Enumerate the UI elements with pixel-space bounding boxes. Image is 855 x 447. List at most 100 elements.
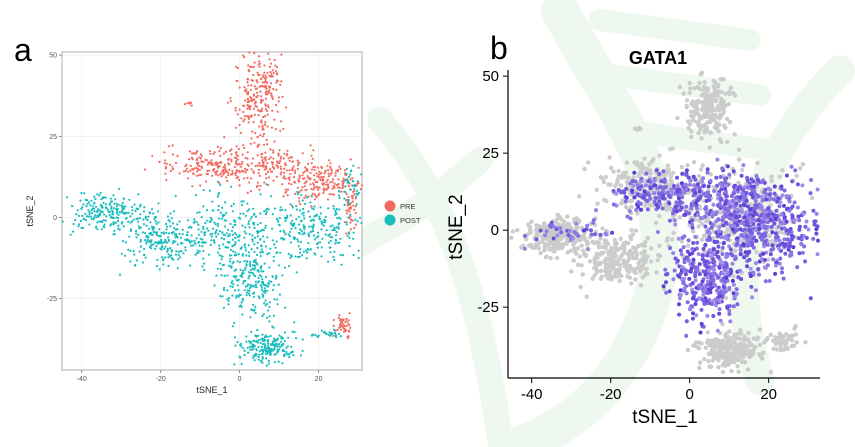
chart-a-point-pre — [264, 151, 267, 154]
chart-a-point-post — [277, 220, 280, 223]
chart-b-point-low — [709, 116, 715, 121]
chart-a-x-tick-label: -40 — [77, 376, 87, 383]
chart-b-point-high — [683, 182, 688, 187]
chart-a-point-pre — [314, 165, 317, 168]
chart-a-point-pre — [315, 196, 318, 199]
chart-a-point-pre — [211, 174, 214, 177]
chart-b-point-high — [789, 164, 794, 169]
chart-a-point-post — [179, 242, 183, 245]
chart-a-point-post — [148, 240, 151, 243]
chart-a-point-pre — [296, 164, 300, 167]
chart-a-point-pre — [328, 193, 331, 196]
chart-b-point-low — [684, 98, 690, 103]
chart-a-point-post — [201, 265, 204, 268]
chart-a-point-post — [317, 235, 320, 238]
chart-b-point-high — [725, 164, 730, 169]
chart-a-point-post — [235, 253, 238, 257]
chart-b-point-low — [781, 341, 787, 346]
chart-b-point-high — [685, 300, 690, 305]
chart-a-point-post — [284, 219, 287, 223]
chart-a-point-post — [80, 226, 83, 229]
chart-b-point-low — [629, 281, 634, 286]
chart-b-point-high — [762, 190, 767, 194]
chart-a-point-post — [275, 217, 278, 221]
chart-b-point-high — [763, 194, 768, 199]
chart-b-point-high — [635, 183, 640, 188]
chart-a-point-pre — [329, 173, 332, 176]
chart-b-point-low — [592, 261, 598, 266]
chart-b-point-high — [680, 171, 685, 176]
chart-a-point-post — [138, 217, 141, 220]
chart-b-point-low — [664, 238, 670, 243]
chart-a-point-pre — [163, 151, 166, 154]
chart-a-point-post — [153, 231, 156, 234]
chart-a-point-pre — [197, 161, 200, 165]
chart-a-point-pre — [267, 106, 270, 109]
chart-a-point-pre — [235, 145, 238, 148]
chart-a-point-post — [359, 216, 362, 219]
chart-a-point-post — [256, 341, 260, 344]
chart-a-point-pre — [250, 162, 253, 165]
chart-a-point-post — [232, 250, 235, 253]
chart-a-point-post — [225, 212, 228, 215]
chart-a-point-post — [286, 353, 289, 356]
chart-b-point-low — [767, 234, 772, 239]
chart-a-point-post — [247, 351, 250, 354]
chart-b-point-low — [701, 84, 707, 90]
chart-a-point-post — [211, 227, 215, 230]
chart-b-point-high — [686, 175, 691, 180]
chart-a-point-pre — [214, 173, 218, 176]
chart-a-point-post — [181, 228, 184, 231]
chart-b-point-low — [731, 354, 736, 359]
chart-b-point-high — [747, 257, 752, 262]
chart-a-point-post — [345, 221, 348, 224]
chart-b-point-high — [589, 228, 593, 233]
chart-a-point-pre — [332, 178, 335, 181]
chart-b-point-high — [773, 271, 778, 276]
chart-b-point-high — [671, 211, 675, 216]
chart-a-point-post — [197, 223, 200, 226]
chart-a-point-post — [268, 349, 272, 352]
chart-a-point-post — [301, 338, 304, 341]
chart-a-point-pre — [184, 169, 187, 172]
chart-a-point-post — [263, 302, 266, 305]
chart-a-point-pre — [326, 178, 329, 181]
chart-a-point-post — [271, 275, 274, 278]
chart-b-point-high — [717, 311, 722, 316]
chart-b-point-low — [727, 351, 732, 356]
chart-b-point-low — [719, 351, 725, 356]
chart-b-point-high — [691, 188, 696, 193]
chart-b-point-high — [780, 266, 784, 271]
chart-b-point-low — [627, 255, 632, 261]
chart-a-point-post — [164, 245, 167, 248]
chart-a-point-post — [298, 209, 302, 212]
chart-a-point-pre — [222, 152, 225, 155]
chart-a-point-pre — [253, 141, 256, 144]
chart-b-point-low — [630, 232, 636, 237]
chart-b-point-high — [705, 253, 710, 258]
chart-a-point-post — [334, 211, 337, 214]
chart-a-point-pre — [234, 152, 238, 155]
chart-a-point-pre — [351, 177, 354, 180]
chart-b-point-high — [734, 214, 738, 219]
chart-b-point-high — [611, 202, 616, 207]
chart-a-point-post — [282, 229, 285, 232]
chart-a-point-pre — [229, 100, 232, 103]
chart-b-point-high — [652, 191, 657, 196]
chart-a-point-pre — [266, 161, 269, 165]
chart-a-point-post — [258, 296, 261, 300]
chart-b-point-low — [776, 340, 781, 345]
chart-a-point-post — [266, 289, 269, 292]
chart-a-point-post — [256, 223, 259, 226]
chart-a-point-pre — [343, 327, 346, 331]
chart-a-point-post — [256, 232, 259, 235]
chart-b-point-low — [699, 237, 705, 242]
chart-a-point-pre — [290, 156, 293, 159]
chart-a-point-pre — [312, 183, 315, 186]
chart-a-point-pre — [349, 207, 352, 210]
chart-b-point-low — [685, 243, 691, 248]
chart-b-point-low — [586, 160, 591, 165]
chart-a-point-post — [217, 191, 221, 194]
chart-a-point-post — [131, 220, 134, 223]
chart-a-point-post — [267, 285, 270, 288]
